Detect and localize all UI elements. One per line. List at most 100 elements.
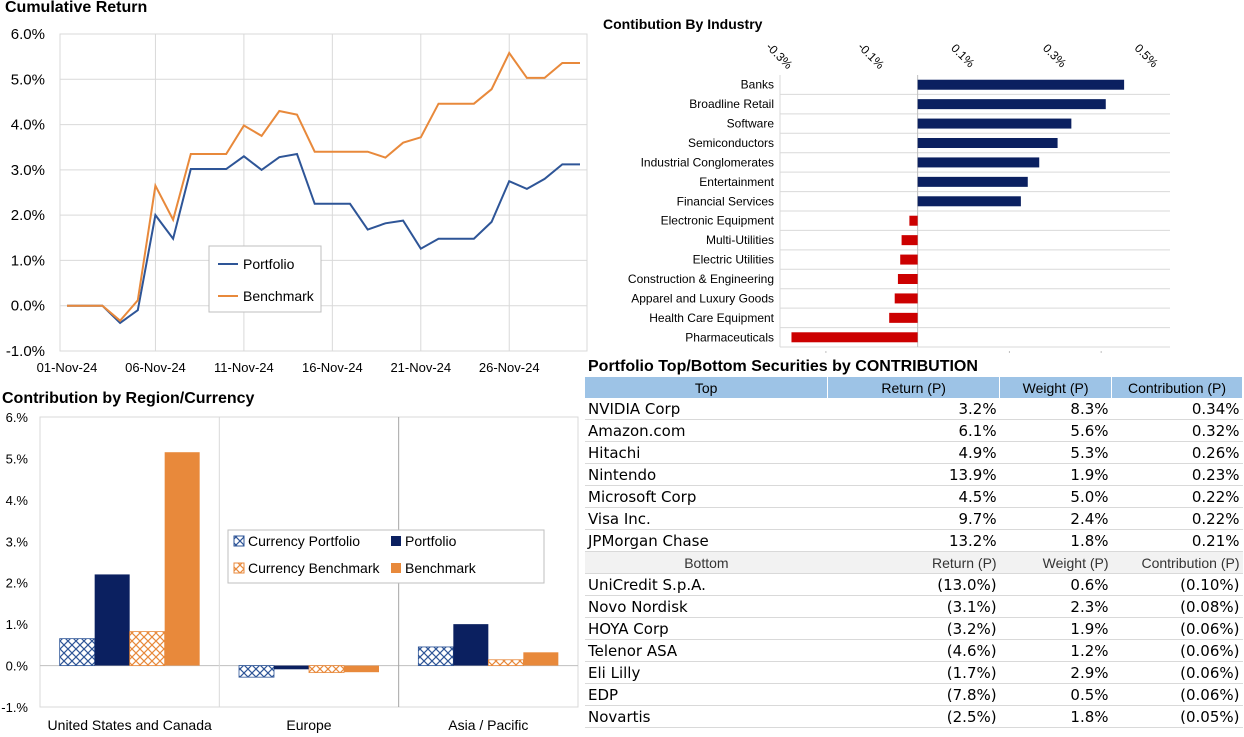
value-cell: 5.0% — [1000, 486, 1112, 508]
y-tick-label: -1.0% — [6, 343, 45, 360]
category-label: Software — [727, 117, 775, 131]
value-cell: 3.2% — [828, 398, 1000, 420]
legend-swatch — [391, 536, 401, 546]
table-row: Novartis (2.5%) 1.8% (0.05%) — [585, 706, 1243, 728]
x-tick-label: 11-Nov-24 — [214, 360, 274, 375]
value-cell: 13.2% — [828, 530, 1000, 552]
y-tick-label: 6.% — [6, 410, 29, 425]
industry-bar — [918, 99, 1106, 109]
security-name: Nintendo — [585, 464, 828, 486]
table-row: Eli Lilly (1.7%) 2.9% (0.06%) — [585, 662, 1243, 684]
table-row: EDP (7.8%) 0.5% (0.06%) — [585, 684, 1243, 706]
industry-bar — [791, 332, 917, 342]
value-cell: 5.3% — [1000, 442, 1112, 464]
value-cell: 2.4% — [1000, 508, 1112, 530]
y-tick-label: 3.% — [6, 534, 29, 549]
x-tick-label: 06-Nov-24 — [125, 360, 186, 375]
legend: PortfolioBenchmark — [209, 246, 321, 312]
industry-bar — [898, 274, 918, 284]
industry-bar — [918, 157, 1040, 167]
industry-bar — [918, 177, 1028, 187]
value-cell: 0.32% — [1112, 420, 1243, 442]
value-cell: 8.3% — [1000, 398, 1112, 420]
category-label: Pharmaceuticals — [685, 330, 774, 344]
legend-label: Currency Benchmark — [248, 560, 380, 576]
category-label: Asia / Pacific — [448, 717, 528, 733]
value-cell: (0.05%) — [1112, 706, 1243, 728]
value-cell: (13.0%) — [828, 574, 1000, 596]
value-cell: 1.8% — [1000, 706, 1112, 728]
table-row: JPMorgan Chase 13.2% 1.8% 0.21% — [585, 530, 1243, 552]
category-label: Europe — [286, 717, 331, 733]
securities-table-title: Portfolio Top/Bottom Securities by CONTR… — [588, 358, 978, 376]
industry-contribution-chart: -0.3% -0.1% 0.1% 0.3% 0.5% Banks Broadline Ret… — [590, 0, 1244, 358]
industry-bar — [909, 216, 917, 226]
region-bar — [453, 624, 488, 665]
value-cell: (4.6%) — [828, 640, 1000, 662]
category-label: Semiconductors — [688, 136, 774, 150]
x-tick-label: 16-Nov-24 — [302, 360, 363, 375]
header-cell: Contribution (P) — [1112, 377, 1243, 398]
security-name: JPMorgan Chase — [585, 530, 828, 552]
legend-swatch — [234, 563, 244, 573]
category-label: Construction & Engineering — [628, 272, 774, 286]
legend-label: Currency Portfolio — [248, 533, 360, 549]
security-name: Visa Inc. — [585, 508, 828, 530]
value-cell: (0.06%) — [1112, 640, 1243, 662]
security-name: Novo Nordisk — [585, 596, 828, 618]
industry-bar — [918, 138, 1058, 148]
category-label: Multi-Utilities — [706, 233, 774, 247]
category-label: Health Care Equipment — [649, 311, 774, 325]
y-tick-label: 0.0% — [11, 298, 45, 315]
x-tick-label: 0.1% — [948, 41, 977, 70]
category-label: Electric Utilities — [693, 253, 774, 267]
securities-table: Top Return (P) Weight (P) Contribution (P) N… — [585, 377, 1243, 728]
value-cell: (2.5%) — [828, 706, 1000, 728]
region-bar — [309, 666, 344, 673]
value-cell: 1.2% — [1000, 640, 1112, 662]
header-cell: Return (P) — [828, 552, 1000, 574]
table-row: Amazon.com 6.1% 5.6% 0.32% — [585, 420, 1243, 442]
category-label: Banks — [741, 78, 774, 92]
value-cell: 2.9% — [1000, 662, 1112, 684]
category-label: United States and Canada — [48, 717, 212, 733]
header-cell: Return (P) — [828, 377, 1000, 398]
table-row: Novo Nordisk (3.1%) 2.3% (0.08%) — [585, 596, 1243, 618]
legend-label: Benchmark — [405, 560, 477, 576]
x-tick-label: 0.5% — [1132, 41, 1161, 70]
legend-swatch — [234, 536, 244, 546]
value-cell: 0.22% — [1112, 486, 1243, 508]
security-name: Amazon.com — [585, 420, 828, 442]
region-bar — [130, 632, 165, 666]
value-cell: 9.7% — [828, 508, 1000, 530]
industry-bar — [918, 196, 1021, 206]
value-cell: 0.5% — [1000, 684, 1112, 706]
region-bar — [523, 652, 558, 665]
header-cell: Bottom — [585, 552, 828, 574]
table-row: Visa Inc. 9.7% 2.4% 0.22% — [585, 508, 1243, 530]
region-bar — [488, 660, 523, 666]
security-name: HOYA Corp — [585, 618, 828, 640]
table-row: Nintendo 13.9% 1.9% 0.23% — [585, 464, 1243, 486]
value-cell: (3.1%) — [828, 596, 1000, 618]
header-cell: Weight (P) — [1000, 552, 1112, 574]
security-name: UniCredit S.p.A. — [585, 574, 828, 596]
y-tick-label: 5.0% — [11, 71, 45, 88]
value-cell: 13.9% — [828, 464, 1000, 486]
header-cell: Contribution (P) — [1112, 552, 1243, 574]
category-label: Entertainment — [699, 175, 774, 189]
legend-swatch — [391, 563, 401, 573]
y-tick-label: 2.0% — [11, 207, 45, 224]
y-tick-label: 0.% — [6, 659, 29, 674]
region-bar — [418, 647, 453, 666]
value-cell: (7.8%) — [828, 684, 1000, 706]
x-tick-label: 26-Nov-24 — [479, 360, 540, 375]
region-bar — [165, 452, 200, 665]
value-cell: (0.10%) — [1112, 574, 1243, 596]
security-name: Eli Lilly — [585, 662, 828, 684]
value-cell: 0.22% — [1112, 508, 1243, 530]
security-name: EDP — [585, 684, 828, 706]
value-cell: 0.34% — [1112, 398, 1243, 420]
category-label: Industrial Conglomerates — [641, 155, 774, 169]
industry-bar — [895, 293, 918, 303]
